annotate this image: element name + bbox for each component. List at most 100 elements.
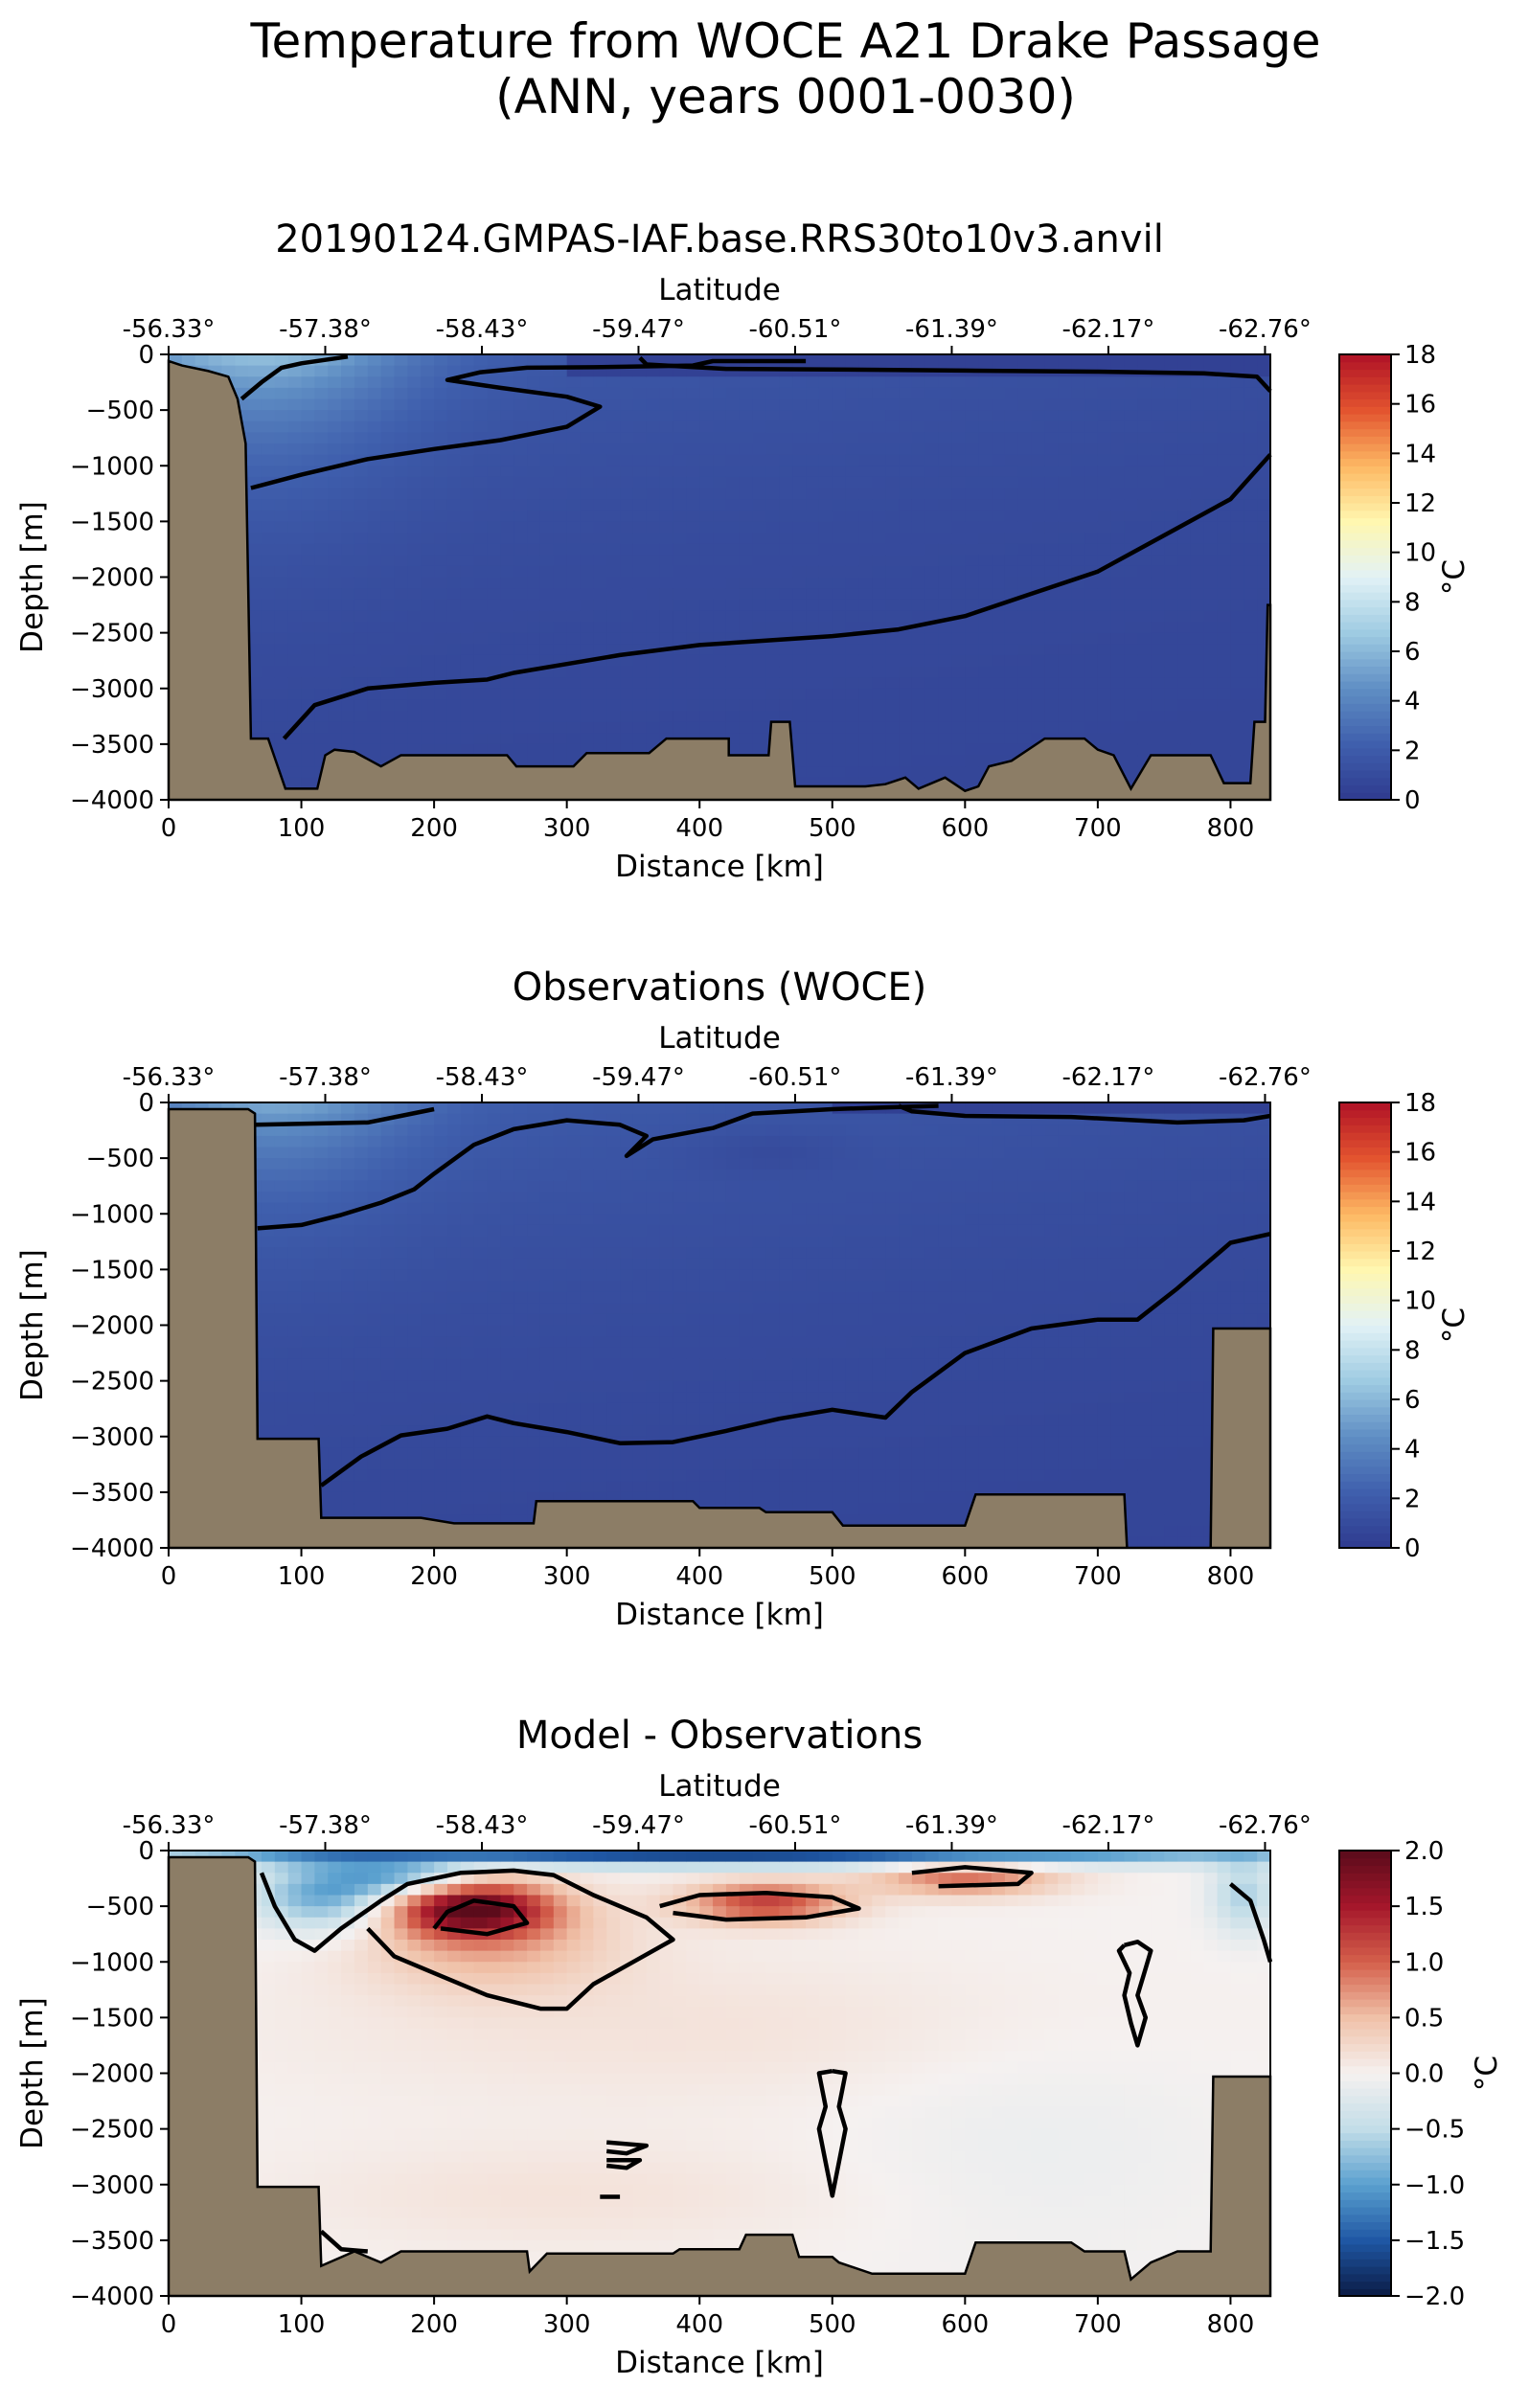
heatmap-cell bbox=[288, 622, 302, 633]
heatmap-cell bbox=[660, 1481, 673, 1492]
heatmap-cell bbox=[1005, 610, 1018, 622]
heatmap-cell bbox=[1230, 711, 1244, 722]
heatmap-cell bbox=[1204, 711, 1218, 722]
heatmap-cell bbox=[1244, 578, 1257, 589]
heatmap-cell bbox=[633, 633, 647, 645]
heatmap-cell bbox=[341, 533, 354, 544]
heatmap-cell bbox=[527, 1326, 540, 1337]
heatmap-cell bbox=[288, 667, 302, 678]
heatmap-cell bbox=[302, 766, 315, 778]
heatmap-cell bbox=[1164, 578, 1177, 589]
heatmap-cell bbox=[872, 655, 885, 667]
heatmap-cell bbox=[1230, 455, 1244, 466]
heatmap-cell bbox=[846, 610, 859, 622]
heatmap-cell bbox=[354, 1481, 368, 1492]
heatmap-cell bbox=[395, 1214, 408, 1225]
heatmap-cell bbox=[540, 1415, 554, 1426]
heatmap-cell bbox=[368, 1180, 381, 1192]
heatmap-cell bbox=[740, 711, 753, 722]
heatmap-cell bbox=[660, 1225, 673, 1237]
heatmap-cell bbox=[925, 633, 939, 645]
heatmap-cell bbox=[846, 555, 859, 566]
heatmap-cell bbox=[288, 699, 302, 711]
heatmap-cell bbox=[713, 667, 726, 678]
heatmap-cell bbox=[288, 588, 302, 600]
heatmap-cell bbox=[1137, 521, 1151, 533]
heatmap-cell bbox=[474, 1247, 488, 1259]
heatmap-cell bbox=[275, 655, 288, 667]
heatmap-cell bbox=[1044, 533, 1058, 544]
heatmap-cell bbox=[606, 533, 620, 544]
heatmap-cell bbox=[620, 1292, 633, 1304]
heatmap-cell bbox=[368, 1214, 381, 1225]
heatmap-cell bbox=[1230, 566, 1244, 578]
heatmap-cell bbox=[381, 511, 395, 522]
heatmap-cell bbox=[513, 466, 527, 477]
heatmap-cell bbox=[699, 399, 713, 411]
heatmap-cell bbox=[407, 1358, 421, 1370]
heatmap-cell bbox=[992, 455, 1005, 466]
heatmap-cell bbox=[488, 1214, 501, 1225]
heatmap-cell bbox=[1230, 499, 1244, 511]
heatmap-cell bbox=[500, 399, 513, 411]
heatmap-cell bbox=[779, 432, 792, 443]
heatmap-cell bbox=[1058, 533, 1071, 544]
heatmap-cell bbox=[275, 744, 288, 756]
heatmap-cell bbox=[288, 511, 302, 522]
heatmap-cell bbox=[1071, 376, 1084, 388]
heatmap-cell bbox=[395, 644, 408, 655]
heatmap-cell bbox=[421, 388, 434, 399]
heatmap-cell bbox=[554, 588, 567, 600]
heatmap-cell bbox=[1044, 421, 1058, 433]
heatmap-cell bbox=[540, 354, 554, 366]
heatmap-cell bbox=[1032, 466, 1045, 477]
heatmap-cell bbox=[1058, 388, 1071, 399]
heatmap-cell bbox=[328, 1281, 341, 1292]
heatmap-cell bbox=[1177, 443, 1191, 455]
heatmap-cell bbox=[885, 533, 899, 544]
heatmap-cell bbox=[1244, 633, 1257, 645]
heatmap-cell bbox=[288, 644, 302, 655]
heatmap-cell bbox=[554, 1214, 567, 1225]
heatmap-cell bbox=[540, 1247, 554, 1259]
heatmap-cell bbox=[328, 1504, 341, 1515]
heatmap-cell bbox=[262, 1381, 275, 1393]
heatmap-cell bbox=[1125, 655, 1138, 667]
heatmap-cell bbox=[925, 689, 939, 700]
heatmap-cell bbox=[992, 477, 1005, 488]
heatmap-cell bbox=[302, 1102, 315, 1114]
heatmap-cell bbox=[951, 488, 965, 500]
heatmap-cell bbox=[846, 455, 859, 466]
heatmap-cell bbox=[248, 566, 262, 578]
heatmap-cell bbox=[513, 744, 527, 756]
heatmap-cell bbox=[806, 499, 819, 511]
heatmap-cell bbox=[1098, 443, 1111, 455]
heatmap-cell bbox=[368, 633, 381, 645]
heatmap-cell bbox=[647, 1425, 660, 1437]
heatmap-cell bbox=[660, 1180, 673, 1192]
heatmap-cell bbox=[1218, 677, 1231, 689]
heatmap-cell bbox=[581, 1336, 594, 1348]
heatmap-cell bbox=[488, 1504, 501, 1515]
heatmap-cell bbox=[899, 588, 912, 600]
heatmap-cell bbox=[647, 466, 660, 477]
heatmap-cell bbox=[314, 610, 328, 622]
heatmap-cell bbox=[235, 366, 248, 377]
heatmap-cell bbox=[620, 1348, 633, 1359]
heatmap-cell bbox=[593, 1336, 606, 1348]
heatmap-cell bbox=[540, 466, 554, 477]
heatmap-cell bbox=[951, 644, 965, 655]
colorbar-segment bbox=[1339, 429, 1391, 437]
heatmap-cell bbox=[527, 689, 540, 700]
heatmap-cell bbox=[951, 655, 965, 667]
heatmap-cell bbox=[792, 455, 806, 466]
heatmap-cell bbox=[328, 1370, 341, 1381]
heatmap-cell bbox=[421, 544, 434, 556]
heatmap-cell bbox=[647, 432, 660, 443]
heatmap-cell bbox=[368, 1381, 381, 1393]
heatmap-cell bbox=[912, 578, 925, 589]
heatmap-cell bbox=[500, 1170, 513, 1181]
heatmap-cell bbox=[633, 544, 647, 556]
heatmap-cell bbox=[1071, 466, 1084, 477]
heatmap-cell bbox=[806, 488, 819, 500]
